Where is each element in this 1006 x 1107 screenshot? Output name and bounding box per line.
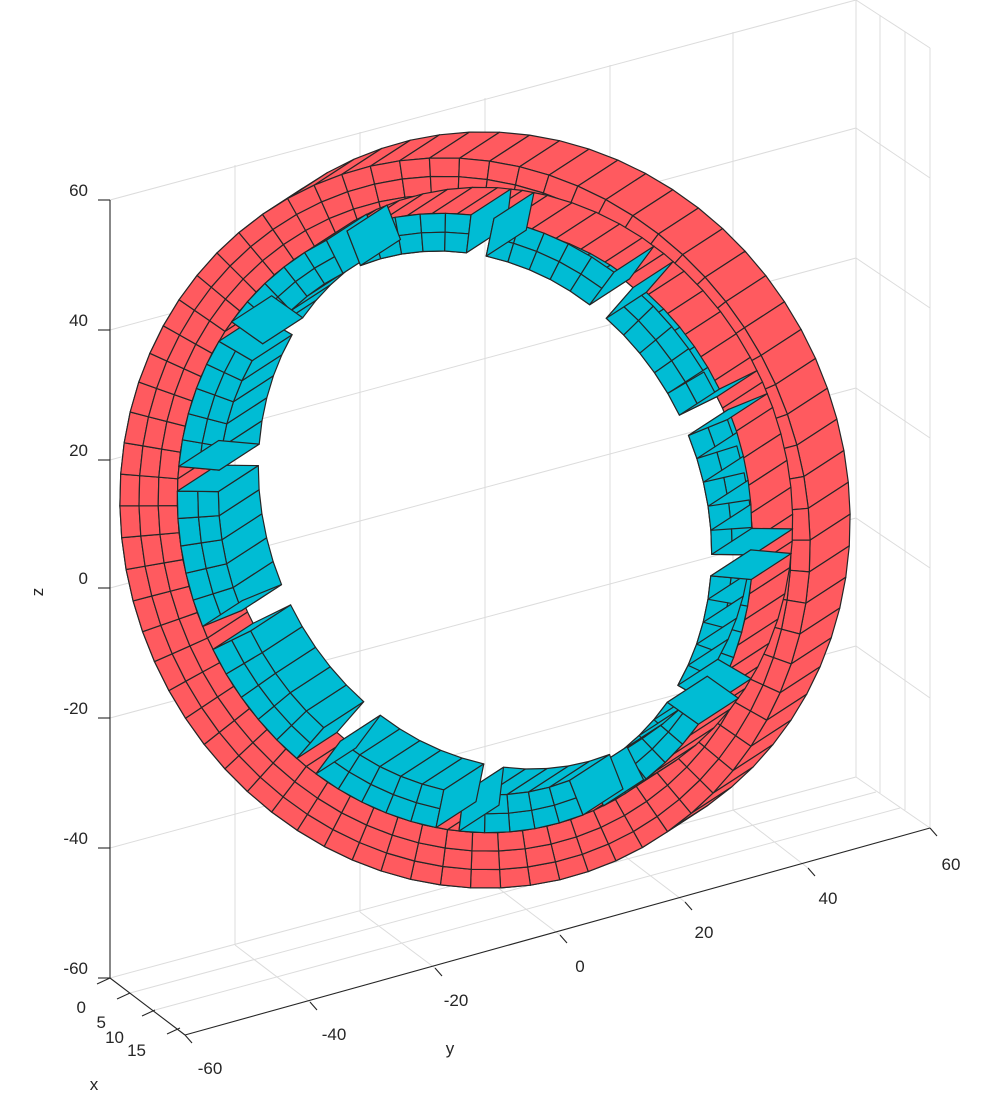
magnet-end-cell bbox=[678, 370, 758, 416]
magnet-cell bbox=[506, 791, 533, 814]
z-tick-label: 0 bbox=[79, 569, 88, 588]
y-tick-label: 40 bbox=[819, 889, 838, 908]
z-axis-label: z bbox=[28, 588, 47, 597]
z-tick-label: -40 bbox=[63, 829, 88, 848]
x-axis-ticks: 0 5 10 15 x bbox=[77, 977, 181, 1094]
z-tick-label: 20 bbox=[69, 441, 88, 460]
ring-face-cell bbox=[499, 866, 532, 889]
magnet-end-cell bbox=[568, 753, 624, 816]
magnet-segments bbox=[176, 188, 794, 834]
magnet-cell bbox=[176, 490, 200, 520]
z-tick-label: 40 bbox=[69, 311, 88, 330]
ring-face-cell bbox=[158, 448, 181, 480]
magnet-end-cell bbox=[589, 245, 655, 306]
ring-face-cell bbox=[119, 505, 142, 539]
ring-face-cell bbox=[138, 505, 161, 537]
y-tick-label: 60 bbox=[942, 855, 961, 874]
ring-face-cell bbox=[139, 445, 163, 478]
z-tick-label: -20 bbox=[63, 699, 88, 718]
magnet-cell bbox=[397, 232, 424, 255]
magnet-end-cell bbox=[687, 393, 769, 436]
magnet-end-cell bbox=[315, 714, 381, 775]
ring-face-cell bbox=[120, 442, 144, 477]
magnet-cell bbox=[197, 490, 220, 518]
ring-face-cell bbox=[444, 828, 474, 852]
z-tick-label: 60 bbox=[69, 181, 88, 200]
x-tick-label: 15 bbox=[127, 1041, 146, 1060]
ring-face-cell bbox=[498, 848, 529, 871]
x-axis-label: x bbox=[90, 1075, 99, 1094]
ring-face-cell bbox=[428, 157, 461, 178]
magnet-cell bbox=[507, 809, 536, 833]
magnet-cell bbox=[197, 515, 223, 544]
magnet-cell bbox=[420, 231, 446, 253]
y-tick-label: 20 bbox=[695, 923, 714, 942]
ring-face-cell bbox=[469, 868, 502, 889]
magnet-end-cell bbox=[666, 675, 740, 725]
ring-face-cell bbox=[157, 476, 179, 507]
ring-face-cell bbox=[442, 847, 473, 870]
magnet-cell bbox=[177, 516, 202, 547]
ring-face-cell bbox=[789, 539, 811, 573]
magnet-end-cell bbox=[231, 295, 304, 345]
magnet-end-cell bbox=[212, 604, 292, 651]
magnet-end-cell bbox=[710, 549, 792, 581]
magnet-cell bbox=[419, 212, 447, 234]
ring-face-cell bbox=[439, 865, 472, 889]
x-tick-label: 10 bbox=[105, 1028, 124, 1047]
magnet-end-cell bbox=[176, 464, 259, 493]
z-axis-ticks: 60 40 20 0 -20 -40 -60 z bbox=[28, 181, 110, 979]
magnet-end-cell bbox=[178, 439, 260, 471]
magnet-end-cell bbox=[346, 204, 402, 267]
y-tick-label: -60 bbox=[198, 1059, 223, 1078]
y-tick-label: -40 bbox=[322, 1025, 347, 1044]
magnet-cell bbox=[444, 231, 470, 254]
magnet-cell bbox=[200, 539, 228, 570]
magnet-cell bbox=[444, 212, 472, 235]
ring-face-cell bbox=[497, 829, 526, 852]
ring-face-cell bbox=[157, 505, 180, 536]
ring-face-cell bbox=[786, 569, 810, 604]
x-tick-label: 5 bbox=[97, 1013, 106, 1032]
x-tick-label: 0 bbox=[77, 998, 86, 1017]
magnet-end-cell bbox=[485, 191, 535, 257]
magnet-end-cell bbox=[202, 583, 283, 628]
ring-face-cell bbox=[471, 831, 500, 852]
magnet-cell bbox=[394, 213, 423, 237]
ring-face-cell bbox=[138, 475, 160, 507]
magnet-end-cell bbox=[435, 763, 485, 829]
magnet-end-cell bbox=[296, 701, 365, 760]
z-tick-label: -60 bbox=[63, 959, 88, 978]
y-axis-label: y bbox=[446, 1039, 455, 1058]
ring-face-cell bbox=[470, 850, 501, 871]
ring-face-cell bbox=[399, 157, 431, 180]
magnet-cell bbox=[483, 812, 511, 834]
y-axis-ticks: -60 -40 -20 0 20 40 60 y bbox=[184, 827, 961, 1078]
magnet-end-cell bbox=[711, 527, 794, 556]
magnet-end-cell bbox=[605, 260, 674, 319]
y-tick-label: 0 bbox=[575, 957, 584, 976]
y-tick-label: -20 bbox=[444, 991, 469, 1010]
ring-face-cell bbox=[119, 473, 141, 507]
ring-face-cell bbox=[458, 157, 491, 181]
